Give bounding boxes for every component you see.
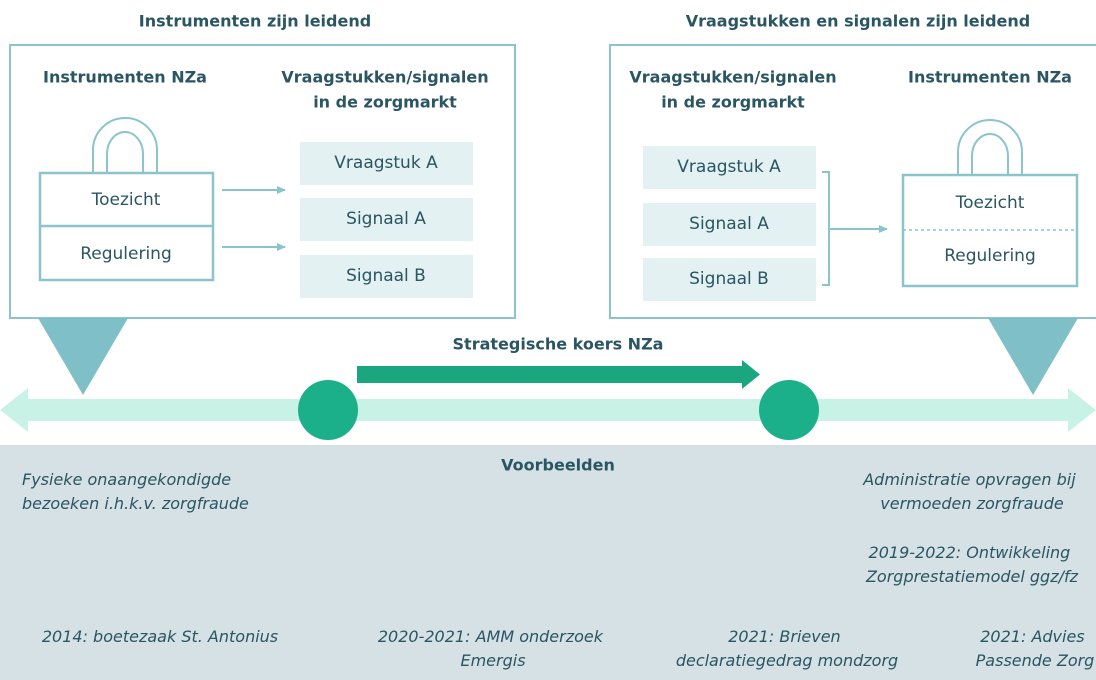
issue-box (300, 142, 473, 185)
example-line: 2021: Brieven (728, 627, 841, 646)
example-line: declaratiegedrag mondzorg (676, 651, 898, 670)
example-line: Zorgprestatiemodel ggz/fz (865, 567, 1079, 586)
example: Administratie opvragen bij vermoeden zor… (862, 470, 1081, 513)
issue: Signaal A (346, 209, 426, 229)
issue-box (643, 258, 816, 301)
lock-shackle (957, 119, 1023, 175)
header: in de zorgmarkt (313, 93, 457, 112)
examples-title: Voorbeelden (501, 456, 615, 475)
right-title: Vraagstukken en signalen zijn leidend (686, 12, 1031, 31)
example-line: 2021: Advies (980, 627, 1084, 646)
issue: Signaal A (689, 214, 769, 234)
header: in de zorgmarkt (661, 93, 805, 112)
issue: Vraagstuk A (677, 157, 781, 177)
header: Vraagstukken/signalen (281, 68, 488, 87)
example-line: 2020-2021: AMM onderzoek (378, 627, 604, 646)
examples-panel (0, 445, 1096, 680)
header: Instrumenten NZa (908, 68, 1072, 87)
example-line: vermoeden zorgfraude (880, 494, 1064, 513)
example: 2021: Brieven declaratiegedrag mondzorg (676, 627, 898, 670)
instrument: Toezicht (91, 190, 161, 210)
milestone (759, 380, 819, 440)
issue-box (643, 146, 816, 189)
header: Instrumenten NZa (43, 68, 207, 87)
pointer (988, 318, 1078, 395)
example-line: 2019-2022: Ontwikkeling (869, 543, 1071, 562)
lock-shackle (92, 117, 158, 173)
issue-box (300, 198, 473, 241)
timeline (0, 388, 1096, 432)
example: 2014: boetezaak St. Antonius (42, 627, 278, 646)
header: Vraagstukken/signalen (629, 68, 836, 87)
example-line: Passende Zorg (976, 651, 1095, 670)
strategy-arrow (357, 360, 760, 389)
issue-box (643, 203, 816, 246)
example-line: Administratie opvragen bij (862, 470, 1076, 489)
bracket (822, 171, 875, 286)
example: Fysieke onaangekondigde bezoeken i.h.k.v… (22, 470, 249, 513)
example: 2021: Advies Passende Zorg (976, 627, 1095, 670)
arrow-label: Strategische koers NZa (453, 335, 664, 354)
example-line: bezoeken i.h.k.v. zorgfraude (22, 494, 249, 513)
example-line: 2014: boetezaak St. Antonius (42, 627, 278, 646)
instrument: Regulering (80, 244, 172, 264)
pointer (38, 318, 128, 395)
issue: Vraagstuk A (334, 153, 438, 173)
example-line: Fysieke onaangekondigde (22, 470, 231, 489)
issue: Signaal B (346, 266, 426, 286)
example-line: Emergis (460, 651, 525, 670)
instrument: Toezicht (955, 193, 1025, 213)
example: 2019-2022: Ontwikkeling Zorgprestatiemod… (865, 543, 1079, 586)
issue-box (300, 255, 473, 298)
milestone (298, 380, 358, 440)
instrument: Regulering (944, 246, 1036, 266)
issue: Signaal B (689, 269, 769, 289)
left-title: Instrumenten zijn leidend (139, 12, 371, 31)
example: 2020-2021: AMM onderzoek Emergis (378, 627, 608, 670)
